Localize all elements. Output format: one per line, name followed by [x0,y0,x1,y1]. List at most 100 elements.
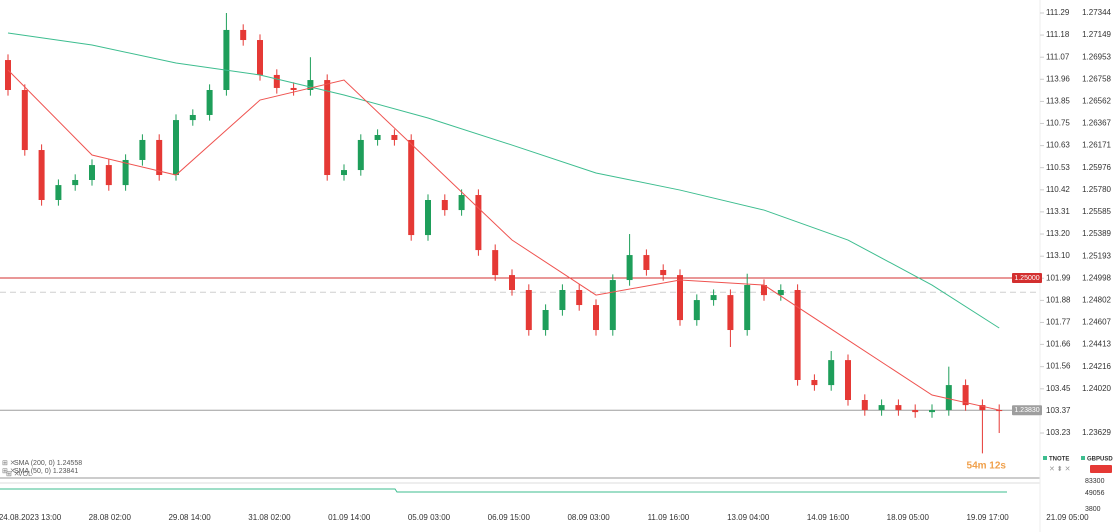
indicator-label: SMA (50, 0) 1.23841 [14,468,78,475]
candle-body [374,134,381,140]
candle-body [777,289,784,296]
candle-body [677,275,683,321]
secondary-tick-label: 113.20 [1046,229,1070,238]
secondary-tick-label: 111.29 [1046,8,1070,17]
y-tick-label: 1.25780 [1082,185,1111,194]
volume-line [0,488,1007,493]
y-tick-label: 1.26758 [1082,74,1111,83]
x-tick-label: 13.09 04:00 [727,513,770,522]
candle-body [475,195,482,251]
secondary-tick-label: 101.99 [1046,273,1071,282]
indicator-icons: ⊞ ✕ [2,468,16,475]
icon[interactable]: ✕ ⬍ ✕ [1049,465,1071,473]
secondary-tick-label: 111.18 [1046,30,1070,39]
x-tick-label: 08.09 03:00 [567,513,610,522]
x-tick-label: 19.09 17:00 [966,513,1009,522]
candle-body [492,250,499,276]
y-tick-label: 1.24607 [1082,318,1111,327]
candle-body [744,285,751,331]
candle-body [425,200,431,236]
y-tick-label: 1.26367 [1082,119,1111,128]
secondary-tick-label: 113.96 [1046,74,1070,83]
candle-body [593,305,599,331]
secondary-tick-label: 101.77 [1046,318,1071,327]
volume-label: VOL [18,471,32,478]
secondary-tick-label: 103.37 [1046,406,1071,415]
candle-body [979,405,986,411]
candle-body [324,80,331,176]
candle-body [139,139,146,160]
candle-body [408,139,415,236]
candle-body [357,139,364,171]
candle-body [307,80,314,90]
x-tick-label: 24.08.2023 13:00 [0,513,62,522]
secondary-tick-label: 103.23 [1046,428,1071,437]
candle-body [727,295,734,331]
candle-body [223,29,230,90]
candle-body [828,360,835,386]
candle-body [929,410,935,413]
candle-body [5,60,11,90]
volume-tick: 49056 [1085,490,1105,497]
x-tick-label: 18.09 05:00 [887,513,930,522]
y-tick-label: 1.26953 [1082,52,1111,61]
y-tick-label: 1.23629 [1082,428,1111,437]
candle-body [878,405,885,411]
symbol-icon [1081,456,1085,460]
x-tick-label: 11.09 16:00 [648,513,690,522]
candle-body [89,165,95,180]
price-label: 1.25000 [1014,275,1039,282]
volume-tick: 3800 [1085,506,1101,513]
candle-body [72,179,79,186]
candle-body [794,289,801,380]
candle-body [643,255,650,270]
secondary-tick-label: 113.10 [1046,251,1070,260]
y-tick-label: 1.26562 [1082,97,1111,106]
secondary-tick-label: 103.45 [1046,384,1071,393]
candle-body [542,310,549,331]
symbol: GBPUSD [1087,457,1113,463]
x-tick-label: 21.09 05:00 [1046,513,1089,522]
candle-body [895,405,902,411]
candle-body [240,29,247,41]
price-label: 1.23830 [1014,407,1039,414]
x-tick-label: 01.09 14:00 [328,513,371,522]
y-tick-label: 1.27344 [1082,8,1111,17]
candle-body [273,74,280,88]
secondary-tick-label: 101.66 [1046,340,1071,349]
candle-body [441,200,448,211]
secondary-tick-label: 111.07 [1046,52,1070,61]
secondary-tick-label: 110.63 [1046,141,1070,150]
close-button[interactable] [1090,465,1112,473]
price-label-box [1012,273,1042,284]
candle-body [845,360,851,401]
candle-body [458,195,465,211]
x-tick-label: 06.09 15:00 [488,513,531,522]
candle-body [290,87,297,90]
candle-body [811,379,818,386]
candle-body [525,289,532,331]
x-tick-label: 31.08 02:00 [248,513,291,522]
secondary-tick-label: 110.75 [1046,119,1070,128]
candle-body [173,120,179,176]
candle-body [962,385,969,406]
y-tick-label: 1.25585 [1082,207,1111,216]
y-tick-label: 1.25193 [1082,251,1111,260]
candle-body [509,275,515,290]
y-tick-label: 1.24998 [1082,273,1111,282]
countdown: 54m 12s [967,461,1007,472]
secondary-tick-label: 110.42 [1046,185,1070,194]
candle-body [693,300,700,321]
candle-body [559,289,566,311]
candle-body [341,170,347,176]
symbol: TNOTE [1049,457,1069,463]
indicator-line [7,69,1000,411]
secondary-tick-label: 110.53 [1046,163,1070,172]
candle-body [996,410,1003,412]
volume-icons[interactable]: ⊞ ✕ [6,471,20,478]
secondary-tick-label: 113.85 [1046,97,1070,106]
symbol-icon [1043,456,1047,460]
y-tick-label: 1.25976 [1082,163,1111,172]
